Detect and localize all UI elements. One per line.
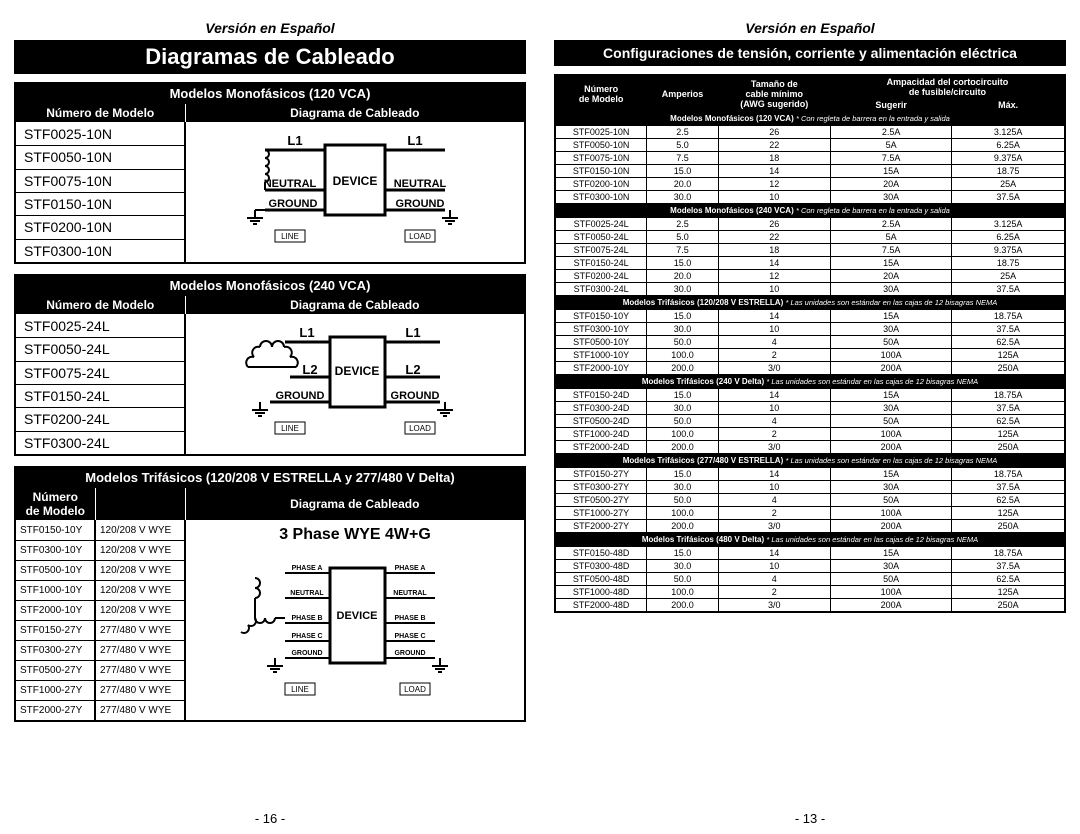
svg-text:NEUTRAL: NEUTRAL [264, 178, 317, 190]
svg-text:GROUND: GROUND [291, 650, 322, 657]
svg-text:GROUND: GROUND [276, 390, 325, 402]
page-number-left: - 16 - [0, 811, 540, 826]
version-label: Versión en Español [554, 20, 1066, 36]
svg-text:LINE: LINE [281, 424, 299, 433]
svg-text:L1: L1 [407, 133, 422, 148]
svg-text:PHASE B: PHASE B [394, 615, 425, 622]
wiring-diagram-icon: DEVICE L1 NEUTRAL GROUND L1 NEUTRAL GROU… [215, 125, 495, 255]
svg-text:DEVICE: DEVICE [335, 364, 380, 378]
right-title: Configuraciones de tensión, corriente y … [554, 40, 1066, 66]
svg-text:NEUTRAL: NEUTRAL [394, 178, 447, 190]
svg-text:L1: L1 [405, 325, 420, 340]
svg-text:LOAD: LOAD [409, 424, 431, 433]
svg-text:3 Phase WYE 4W+G: 3 Phase WYE 4W+G [279, 526, 431, 543]
wiring-diagram-icon: 3 Phase WYE 4W+G DEVICE PHASE A PHASE A … [210, 523, 500, 713]
svg-text:NEUTRAL: NEUTRAL [290, 590, 324, 597]
left-title: Diagramas de Cableado [14, 40, 526, 74]
svg-text:GROUND: GROUND [394, 650, 425, 657]
wiring-section: Modelos Monofásicos (120 VCA)Número de M… [14, 82, 526, 264]
svg-text:PHASE B: PHASE B [291, 615, 322, 622]
svg-text:PHASE C: PHASE C [394, 633, 425, 640]
svg-text:GROUND: GROUND [269, 198, 318, 210]
specs-table: Número de Modelo Amperios Tamaño de cabl… [554, 74, 1066, 613]
version-label: Versión en Español [14, 20, 526, 36]
left-page: Versión en Español Diagramas de Cableado… [0, 0, 540, 834]
svg-text:PHASE A: PHASE A [292, 565, 323, 572]
page-number-right: - 13 - [540, 811, 1080, 826]
svg-text:PHASE A: PHASE A [395, 565, 426, 572]
svg-text:LOAD: LOAD [409, 232, 431, 241]
right-page: Versión en Español Configuraciones de te… [540, 0, 1080, 834]
svg-text:GROUND: GROUND [396, 198, 445, 210]
wiring-section: Modelos Trifásicos (120/208 V ESTRELLA y… [14, 466, 526, 722]
svg-text:L1: L1 [287, 133, 302, 148]
wiring-section: Modelos Monofásicos (240 VCA)Número de M… [14, 274, 526, 456]
svg-text:NEUTRAL: NEUTRAL [393, 590, 427, 597]
svg-text:LINE: LINE [291, 685, 309, 694]
svg-text:PHASE C: PHASE C [291, 633, 322, 640]
svg-text:DEVICE: DEVICE [337, 610, 378, 622]
svg-text:LINE: LINE [281, 232, 299, 241]
svg-text:LOAD: LOAD [404, 685, 426, 694]
svg-text:L2: L2 [302, 362, 317, 377]
svg-text:L1: L1 [299, 325, 314, 340]
svg-text:GROUND: GROUND [391, 390, 440, 402]
wiring-diagram-icon: DEVICE L1 L2 GROUND L1 L2 GROUND LINE LO… [215, 317, 495, 447]
svg-text:DEVICE: DEVICE [333, 174, 378, 188]
svg-text:L2: L2 [405, 362, 420, 377]
